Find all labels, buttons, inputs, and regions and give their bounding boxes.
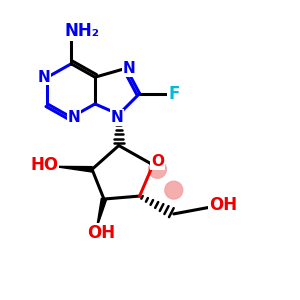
Text: N: N [68, 110, 81, 125]
Text: HO: HO [30, 156, 58, 174]
Polygon shape [53, 166, 92, 172]
Circle shape [148, 160, 166, 178]
Text: N: N [38, 70, 50, 85]
Text: OH: OH [87, 224, 115, 242]
Polygon shape [97, 198, 106, 229]
Text: N: N [111, 110, 124, 125]
Circle shape [165, 181, 183, 199]
Text: NH₂: NH₂ [64, 22, 99, 40]
Text: OH: OH [209, 196, 237, 214]
Text: O: O [151, 154, 164, 169]
Text: F: F [168, 85, 179, 103]
Text: N: N [123, 61, 136, 76]
